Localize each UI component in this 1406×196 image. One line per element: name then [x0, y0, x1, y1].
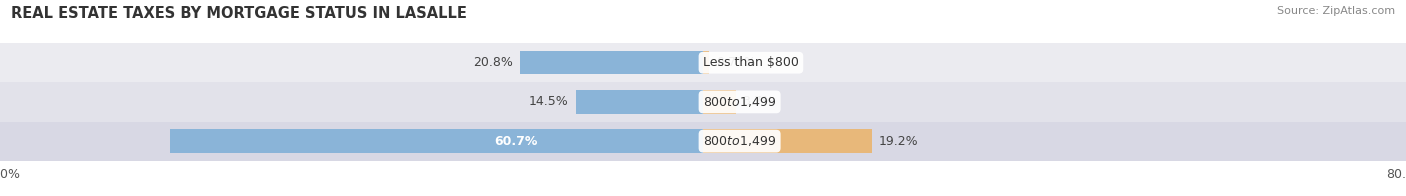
- Text: 3.7%: 3.7%: [742, 95, 775, 108]
- Bar: [520, 51, 703, 74]
- Text: 19.2%: 19.2%: [879, 135, 918, 148]
- Text: Source: ZipAtlas.com: Source: ZipAtlas.com: [1277, 6, 1395, 16]
- Bar: [0, 43, 1406, 82]
- Text: 20.8%: 20.8%: [474, 56, 513, 69]
- Bar: [170, 129, 703, 153]
- Text: REAL ESTATE TAXES BY MORTGAGE STATUS IN LASALLE: REAL ESTATE TAXES BY MORTGAGE STATUS IN …: [11, 6, 467, 21]
- Bar: [0, 82, 1406, 122]
- Text: 60.7%: 60.7%: [495, 135, 538, 148]
- Text: $800 to $1,499: $800 to $1,499: [703, 95, 776, 109]
- Text: 14.5%: 14.5%: [529, 95, 568, 108]
- Bar: [703, 90, 735, 114]
- Bar: [575, 90, 703, 114]
- Text: $800 to $1,499: $800 to $1,499: [703, 134, 776, 148]
- Text: 0.71%: 0.71%: [716, 56, 756, 69]
- Text: Less than $800: Less than $800: [703, 56, 799, 69]
- Bar: [703, 51, 709, 74]
- Bar: [703, 129, 872, 153]
- Bar: [0, 122, 1406, 161]
